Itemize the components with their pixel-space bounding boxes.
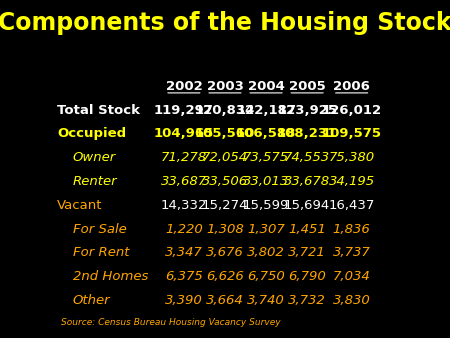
- Text: 75,380: 75,380: [328, 151, 375, 164]
- Text: 122,187: 122,187: [236, 104, 296, 117]
- Text: 3,830: 3,830: [333, 294, 370, 307]
- Text: Renter: Renter: [72, 175, 117, 188]
- Text: 1,451: 1,451: [288, 223, 326, 236]
- Text: 16,437: 16,437: [328, 199, 375, 212]
- Text: 1,836: 1,836: [333, 223, 370, 236]
- Text: 3,676: 3,676: [206, 246, 244, 260]
- Text: 14,332: 14,332: [161, 199, 207, 212]
- Text: 6,375: 6,375: [165, 270, 203, 283]
- Text: 33,013: 33,013: [243, 175, 289, 188]
- Text: 15,694: 15,694: [284, 199, 330, 212]
- Text: 119,297: 119,297: [154, 104, 214, 117]
- Text: For Sale: For Sale: [72, 223, 126, 236]
- Text: 3,664: 3,664: [206, 294, 244, 307]
- Text: 2005: 2005: [289, 80, 325, 93]
- Text: Owner: Owner: [72, 151, 116, 164]
- Text: 34,195: 34,195: [328, 175, 375, 188]
- Text: 3,802: 3,802: [247, 246, 285, 260]
- Text: 15,599: 15,599: [243, 199, 289, 212]
- Text: 72,054: 72,054: [202, 151, 248, 164]
- Text: 105,560: 105,560: [195, 127, 255, 140]
- Text: 2002: 2002: [166, 80, 202, 93]
- Text: 33,678: 33,678: [284, 175, 330, 188]
- Text: 3,721: 3,721: [288, 246, 326, 260]
- Text: Vacant: Vacant: [57, 199, 103, 212]
- Text: 1,307: 1,307: [247, 223, 285, 236]
- Text: 6,790: 6,790: [288, 270, 326, 283]
- Text: Occupied: Occupied: [57, 127, 126, 140]
- Text: 1,220: 1,220: [165, 223, 203, 236]
- Text: 109,575: 109,575: [322, 127, 382, 140]
- Text: 1,308: 1,308: [206, 223, 244, 236]
- Text: 33,687: 33,687: [161, 175, 207, 188]
- Text: 6,750: 6,750: [247, 270, 285, 283]
- Text: 2006: 2006: [333, 80, 370, 93]
- Text: 3,390: 3,390: [165, 294, 203, 307]
- Text: 3,732: 3,732: [288, 294, 326, 307]
- Text: 3,740: 3,740: [247, 294, 285, 307]
- Text: 2nd Homes: 2nd Homes: [72, 270, 148, 283]
- Text: 6,626: 6,626: [206, 270, 244, 283]
- Text: 106,588: 106,588: [236, 127, 296, 140]
- Text: 71,278: 71,278: [161, 151, 207, 164]
- Text: 120,834: 120,834: [195, 104, 255, 117]
- Text: 3,737: 3,737: [333, 246, 370, 260]
- Text: 108,231: 108,231: [277, 127, 338, 140]
- Text: 2003: 2003: [207, 80, 243, 93]
- Text: 123,925: 123,925: [277, 104, 337, 117]
- Text: 3,347: 3,347: [165, 246, 203, 260]
- Text: For Rent: For Rent: [72, 246, 129, 260]
- Text: Components of the Housing Stock: Components of the Housing Stock: [0, 11, 450, 35]
- Text: Source: Census Bureau Housing Vacancy Survey: Source: Census Bureau Housing Vacancy Su…: [61, 318, 280, 327]
- Text: 15,274: 15,274: [202, 199, 248, 212]
- Text: 2004: 2004: [248, 80, 284, 93]
- Text: Total Stock: Total Stock: [57, 104, 140, 117]
- Text: 74,553: 74,553: [284, 151, 330, 164]
- Text: 126,012: 126,012: [322, 104, 382, 117]
- Text: 73,575: 73,575: [243, 151, 289, 164]
- Text: 7,034: 7,034: [333, 270, 370, 283]
- Text: 104,965: 104,965: [154, 127, 214, 140]
- Text: 33,506: 33,506: [202, 175, 248, 188]
- Text: Other: Other: [72, 294, 110, 307]
